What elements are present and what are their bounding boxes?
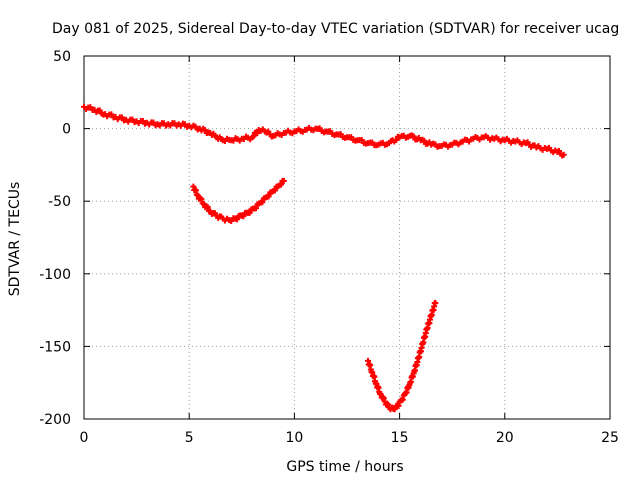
y-axis-label: SDTVAR / TECUs: [7, 182, 23, 297]
data-point: [234, 216, 241, 223]
x-tick-label: 25: [601, 430, 619, 446]
y-tick-label: -50: [48, 194, 71, 210]
data-point: [240, 213, 247, 220]
data-point: [271, 187, 278, 194]
data-point: [380, 395, 387, 402]
data-points: [81, 103, 567, 413]
x-axis-label: GPS time / hours: [286, 459, 403, 475]
tick-labels: 0 5 10 15 20 25 -200 -150 -100 -50 0 50: [39, 49, 619, 446]
y-tick-label: 0: [62, 122, 71, 138]
data-point: [204, 204, 211, 211]
data-point: [393, 137, 400, 144]
y-tick-label: -150: [39, 339, 71, 355]
data-point: [421, 137, 428, 144]
data-point: [410, 133, 417, 140]
axes: [83, 55, 611, 420]
x-tick-label: 20: [496, 430, 514, 446]
data-point: [253, 205, 260, 212]
y-tick-label: -100: [39, 267, 71, 283]
data-point: [259, 199, 266, 206]
data-point: [560, 151, 567, 158]
x-tick-label: 15: [391, 430, 409, 446]
data-point: [395, 402, 402, 409]
data-point: [254, 130, 261, 137]
data-point: [432, 299, 439, 306]
x-tick-label: 5: [185, 430, 194, 446]
chart-title: Day 081 of 2025, Sidereal Day-to-day VTE…: [52, 21, 619, 37]
x-tick-label: 0: [80, 430, 89, 446]
y-tick-label: -200: [39, 412, 71, 428]
grid: [84, 56, 610, 419]
x-tick-label: 10: [285, 430, 303, 446]
data-point: [265, 193, 272, 200]
plot-frame: [83, 55, 611, 420]
y-tick-label: 50: [53, 49, 71, 65]
data-point: [96, 107, 103, 114]
data-point: [198, 196, 205, 203]
data-point: [280, 177, 287, 184]
data-point: [250, 133, 257, 140]
data-point: [399, 396, 406, 403]
data-point: [391, 406, 398, 413]
data-point: [278, 181, 285, 188]
data-point: [246, 209, 253, 216]
